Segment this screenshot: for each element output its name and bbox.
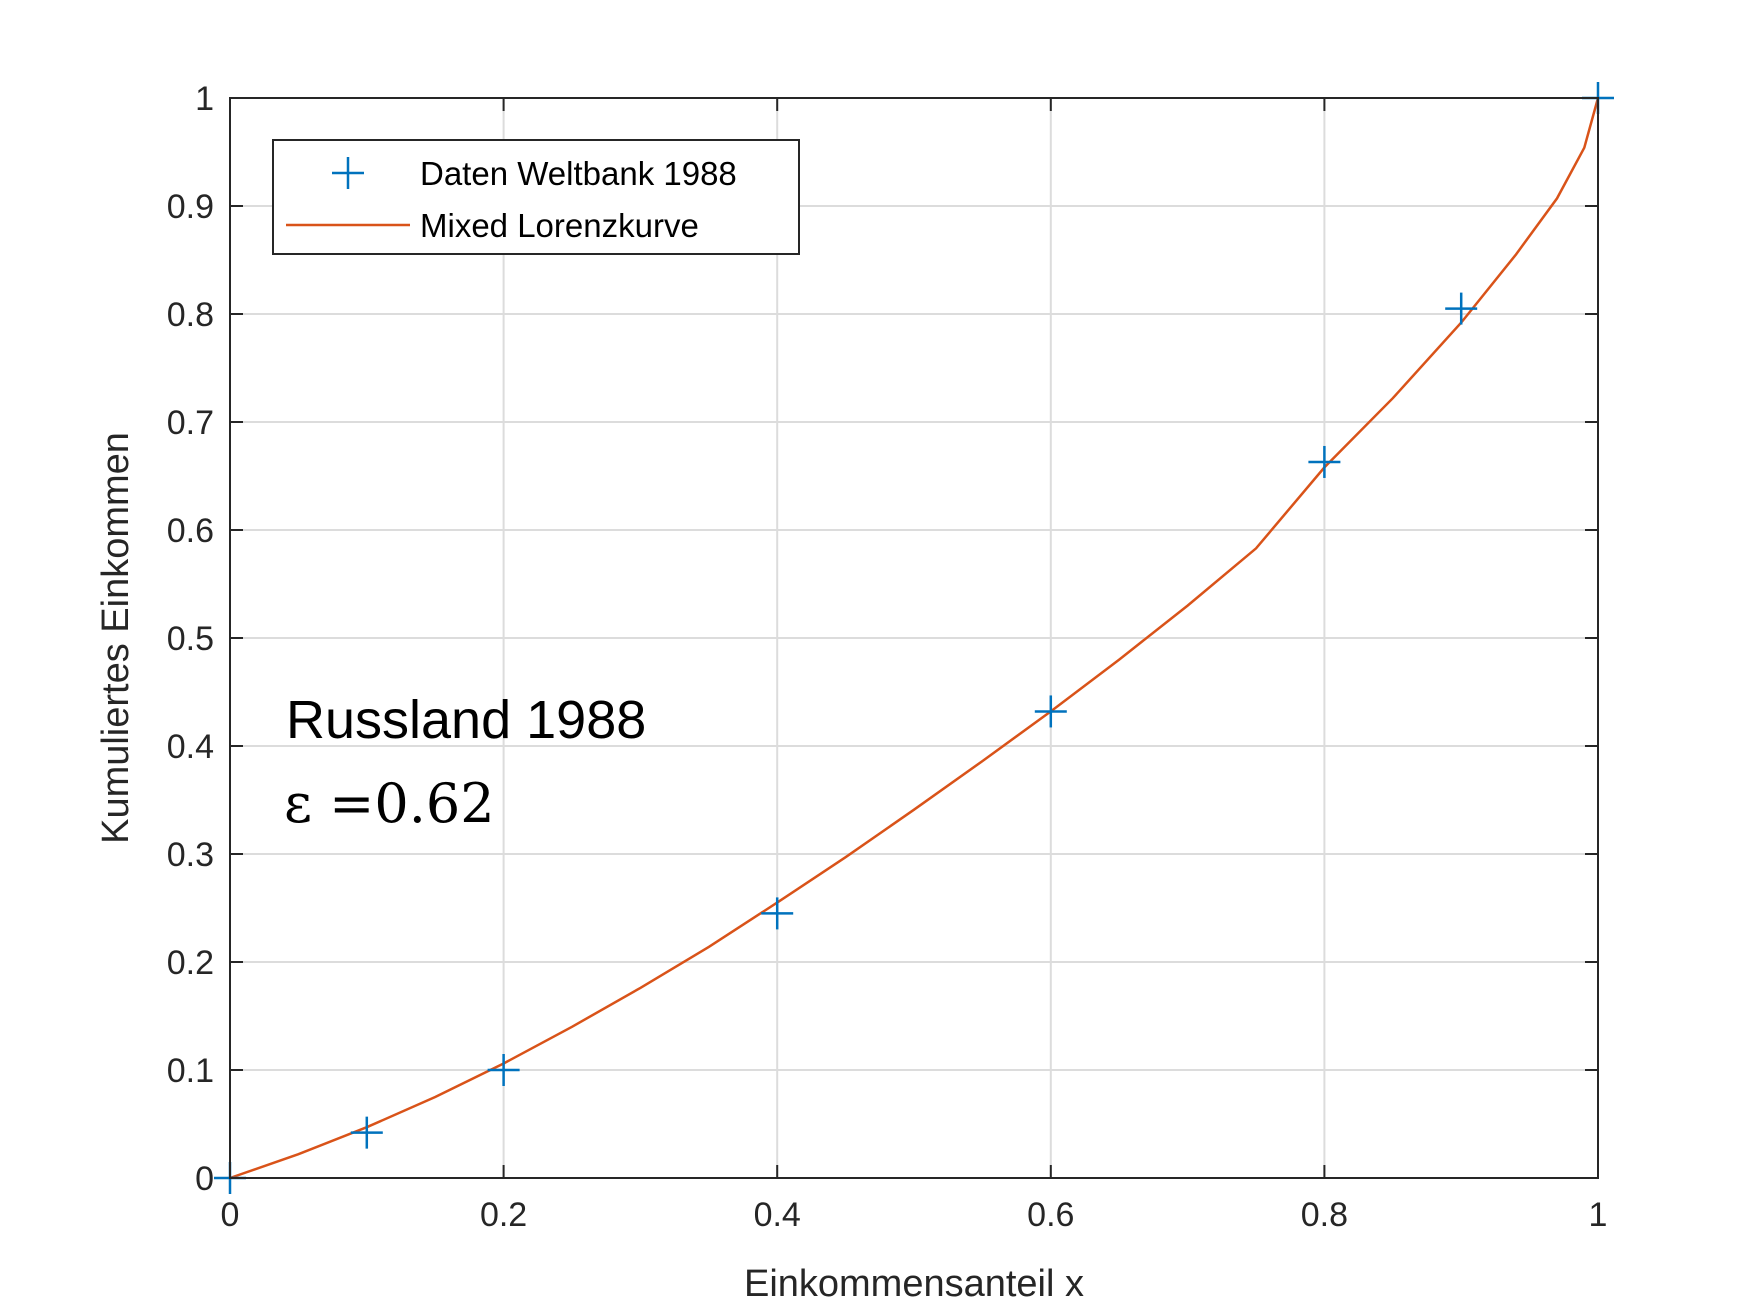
y-tick-label: 0.8 [167,296,214,334]
y-tick-label: 0 [195,1160,214,1198]
y-tick-label: 0.3 [167,836,214,874]
y-tick-label: 0.4 [167,728,214,766]
data-point [487,1054,520,1086]
x-tick-label: 1 [1589,1196,1608,1234]
y-tick-label: 0.1 [167,1052,214,1090]
data-point [1034,695,1067,728]
annotation-title: Russland 1988 [286,690,646,750]
x-tick-label: 0.4 [754,1196,801,1234]
series-line-lorenz [229,97,1600,1180]
y-tick-label: 0.6 [167,512,214,550]
x-tick-label: 0.6 [1027,1196,1074,1234]
x-axis-label: Einkommensanteil x [744,1263,1084,1305]
y-axis-label: Kumuliertes Einkommen [95,432,137,844]
legend: Daten Weltbank 1988 Mixed Lorenzkurve [272,139,800,255]
plot-frame [229,97,1599,1179]
x-tick-label: 0.8 [1301,1196,1348,1234]
y-tick-label: 1 [195,80,214,118]
legend-label-daten: Daten Weltbank 1988 [420,155,737,192]
x-tick-label: 0.2 [480,1196,527,1234]
y-tick-label: 0.2 [167,944,214,982]
y-tick-label: 0.5 [167,620,214,658]
data-point [1308,445,1341,478]
tick-labels: 0 0.2 0.4 0.6 0.8 1 0 0.1 0.2 0.3 0.4 0.5 0.6 0.7 0.8 0… [167,80,1608,1234]
legend-box [272,139,800,255]
annotation-epsilon: ε =0.62 [284,772,495,835]
data-point [1445,292,1478,325]
data-point [350,1116,383,1149]
x-tick-label: 0 [221,1196,240,1234]
y-tick-label: 0.7 [167,404,214,442]
data-point [761,897,794,930]
legend-marker-daten [332,157,364,189]
legend-label-lorenz: Mixed Lorenzkurve [420,207,699,244]
y-tick-label: 0.9 [167,188,214,226]
